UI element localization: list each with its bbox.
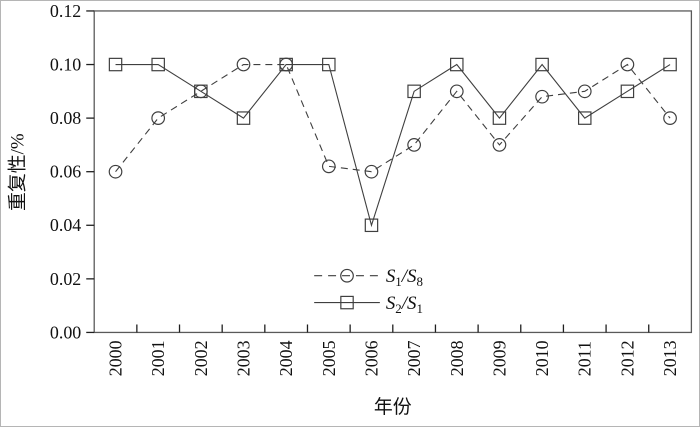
x-axis-title: 年份 — [374, 396, 412, 418]
data-point-circle — [364, 164, 379, 179]
data-point-square — [236, 111, 251, 125]
y-axis-tick-label: 0.12 — [50, 1, 81, 21]
x-axis-tick-label: 2004 — [276, 340, 296, 376]
x-axis-tick-label: 2013 — [660, 340, 680, 376]
data-point-circle — [535, 89, 549, 104]
x-axis-tick-label: 2010 — [532, 340, 552, 376]
data-point-circle — [407, 138, 421, 152]
y-axis-tick-label: 0.02 — [50, 269, 81, 289]
x-axis: 2000 2001 2002 2003 2004 2005 2006 2007 2008 2009… — [106, 324, 680, 376]
data-point-circle — [663, 111, 677, 125]
data-point-square — [108, 57, 123, 72]
series-line-s1-s8 — [115, 63, 671, 173]
data-point-circle — [577, 84, 592, 99]
y-axis-tick-label: 0.10 — [50, 55, 81, 75]
x-axis-tick-label: 2008 — [447, 340, 467, 376]
data-point-square — [620, 84, 635, 99]
data-point-circle — [492, 138, 507, 152]
y-axis: 0.00 0.02 0.04 0.06 0.08 0.10 0.12 — [50, 1, 95, 342]
x-axis-tick-label: 2001 — [148, 340, 168, 376]
y-axis-tick-label: 0.00 — [50, 322, 81, 342]
data-point-square — [194, 84, 208, 99]
legend: S1/S8 S2/S1 — [314, 266, 423, 316]
x-axis-tick-label: 2003 — [233, 340, 253, 376]
x-axis-tick-label: 2012 — [617, 340, 637, 376]
legend-entry-s1-s8: S1/S8 — [314, 266, 423, 289]
data-point-square — [450, 57, 464, 72]
data-point-circle — [108, 164, 123, 179]
legend-entry-s2-s1: S2/S1 — [314, 293, 423, 316]
legend-label: S2/S1 — [386, 293, 423, 316]
series-line-s2-s1 — [115, 63, 671, 228]
x-axis-tick-label: 2000 — [106, 340, 126, 376]
data-point-circle — [151, 111, 166, 125]
x-axis-tick-label: 2011 — [575, 341, 595, 376]
y-axis-tick-label: 0.08 — [50, 108, 81, 128]
data-point-square — [322, 57, 336, 72]
data-point-square — [364, 218, 379, 233]
x-axis-tick-label: 2009 — [489, 340, 509, 376]
x-axis-tick-label: 2006 — [361, 340, 381, 376]
data-point-circle — [236, 57, 251, 72]
data-point-square — [535, 57, 549, 72]
y-axis-tick-label: 0.06 — [50, 162, 81, 182]
data-point-circle — [620, 57, 635, 72]
data-point-square — [577, 111, 592, 125]
series-s2-s1 — [108, 57, 677, 233]
x-axis-tick-label: 2002 — [191, 340, 211, 376]
data-point-circle — [449, 84, 464, 99]
data-point-square — [492, 111, 507, 125]
data-point-square — [663, 57, 677, 72]
legend-square-marker — [340, 295, 354, 310]
data-point-square — [279, 57, 293, 72]
legend-label: S1/S8 — [386, 266, 423, 289]
data-point-square — [151, 57, 165, 72]
y-axis-title: 重复性/% — [7, 133, 29, 211]
data-point-square — [407, 84, 421, 99]
data-point-circle — [321, 159, 336, 174]
legend-circle-marker — [340, 268, 354, 283]
x-axis-tick-label: 2007 — [404, 340, 424, 376]
x-axis-tick-label: 2005 — [319, 340, 339, 376]
y-axis-tick-label: 0.04 — [50, 215, 81, 235]
